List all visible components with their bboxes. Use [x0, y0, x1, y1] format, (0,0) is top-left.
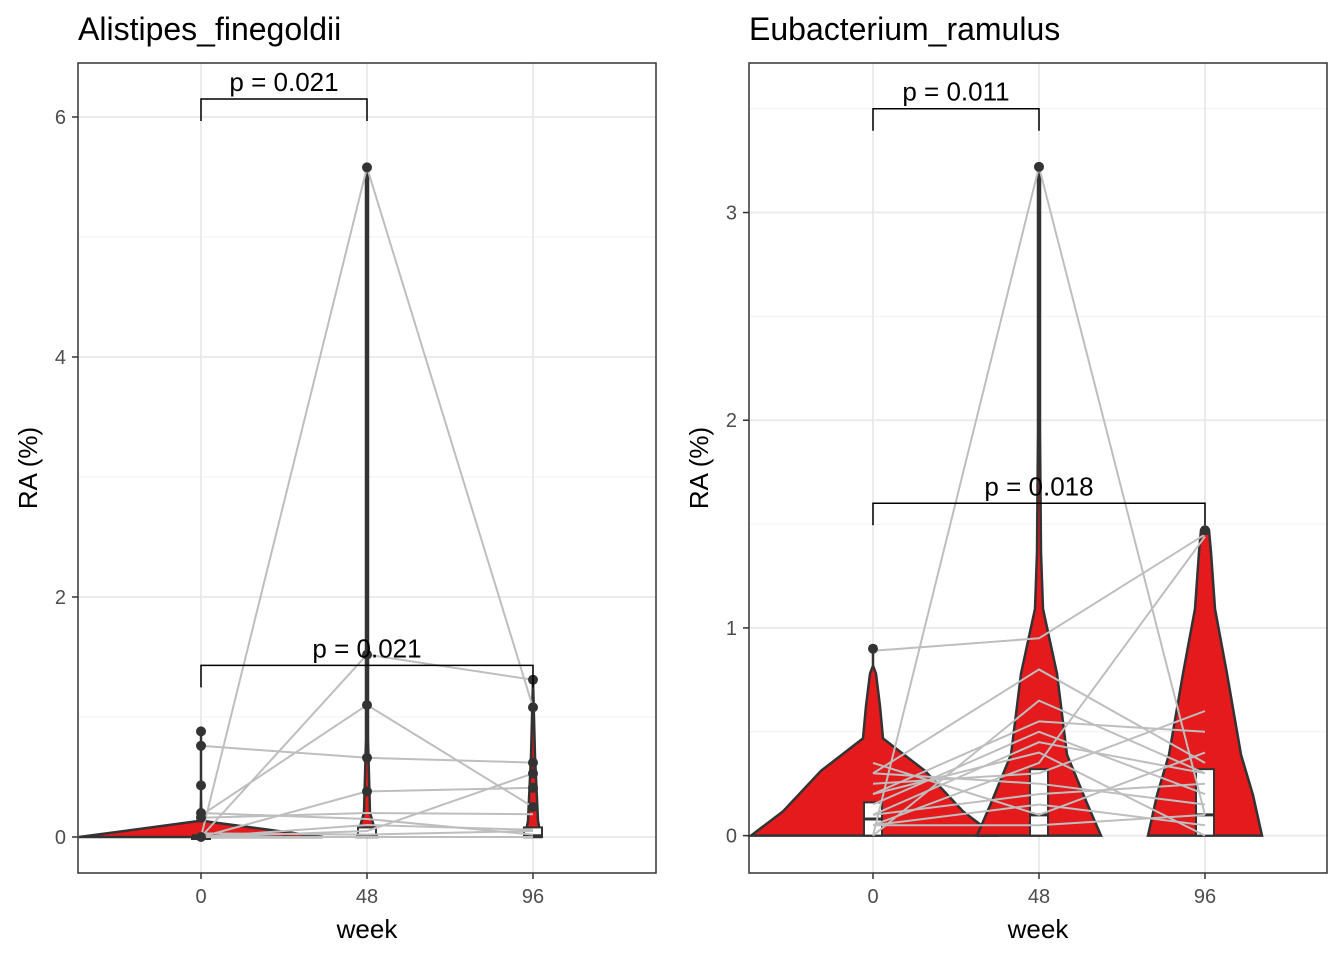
- paired-line: [200, 772, 534, 838]
- x-axis-label: week: [336, 914, 399, 944]
- paired-line: [872, 533, 1206, 652]
- data-point: [196, 812, 206, 823]
- bracket-label-0-96: p = 0.018: [984, 471, 1093, 501]
- bracket-0-96: [872, 502, 1206, 526]
- box: [1029, 768, 1049, 837]
- paired-line: [872, 720, 1206, 795]
- x-tick-label: 0: [867, 886, 878, 908]
- data-point: [528, 702, 538, 713]
- data-point: [362, 162, 372, 173]
- panel-eubacterium: Eubacterium_ramulus p = 0.011 p = 0.018 …: [684, 11, 1328, 944]
- data-point: [196, 780, 206, 791]
- y-axis-label: RA (%): [13, 427, 43, 509]
- paired-line: [872, 803, 1206, 827]
- data-point: [528, 768, 538, 779]
- x-tick-label: 48: [356, 886, 378, 908]
- y-tick-label: 2: [55, 587, 66, 609]
- box: [1195, 768, 1215, 837]
- significance-brackets: p = 0.021 p = 0.021: [200, 67, 534, 688]
- paired-line: [872, 699, 1206, 837]
- paired-line: [872, 535, 1206, 827]
- plot-border: [748, 62, 1328, 874]
- data-point: [528, 757, 538, 768]
- x-axis: 0 48 96: [195, 886, 544, 908]
- x-tick-label: 0: [195, 886, 206, 908]
- data-point: [868, 643, 878, 654]
- paired-line: [872, 751, 1206, 837]
- bracket-0-48: [200, 98, 368, 121]
- data-point: [528, 782, 538, 793]
- bracket-0-96: [200, 664, 534, 688]
- axis-ticks: [72, 116, 534, 879]
- boxplots: [863, 768, 1215, 837]
- x-axis-label: week: [1007, 914, 1070, 944]
- data-point: [196, 726, 206, 737]
- data-point: [196, 740, 206, 751]
- data-point: [1200, 525, 1210, 536]
- paired-line: [200, 830, 534, 836]
- y-axis-label: RA (%): [684, 427, 714, 509]
- data-point: [362, 649, 372, 660]
- y-tick-label: 0: [55, 827, 66, 849]
- y-tick-label: 4: [55, 347, 66, 369]
- paired-line: [872, 782, 1206, 816]
- data-point: [362, 752, 372, 763]
- data-point: [1034, 161, 1044, 172]
- axis-ticks: [743, 211, 1206, 879]
- y-tick-label: 1: [726, 618, 737, 640]
- paired-line: [872, 772, 1206, 806]
- y-tick-label: 0: [726, 826, 737, 848]
- panel-alistipes: Alistipes_finegoldii p = 0.021 p = 0.021…: [13, 11, 657, 944]
- data-point: [196, 832, 206, 842]
- data-point: [362, 700, 372, 710]
- bracket-0-48: [872, 107, 1040, 131]
- panel-title: Alistipes_finegoldii: [78, 11, 341, 47]
- y-tick-label: 6: [55, 107, 66, 129]
- y-tick-label: 2: [726, 410, 737, 432]
- data-points: [868, 161, 1210, 654]
- x-axis: 0 48 96: [867, 886, 1216, 908]
- x-tick-label: 48: [1028, 886, 1050, 908]
- bracket-label-0-48: p = 0.021: [229, 67, 338, 97]
- paired-line: [200, 812, 534, 836]
- bracket-label-0-48: p = 0.011: [902, 77, 1009, 107]
- data-points: [196, 162, 538, 842]
- data-point: [362, 786, 372, 797]
- panel-title: Eubacterium_ramulus: [749, 11, 1060, 47]
- y-axis: 0 2 4 6: [55, 107, 66, 849]
- y-axis: 0 1 2 3: [726, 203, 737, 848]
- paired-line: [200, 811, 534, 819]
- significance-brackets: p = 0.011 p = 0.018: [872, 77, 1206, 526]
- data-point: [528, 802, 538, 812]
- y-tick-label: 3: [726, 203, 737, 225]
- x-tick-label: 96: [522, 886, 544, 908]
- x-tick-label: 96: [1194, 886, 1216, 908]
- bracket-label-0-96: p = 0.021: [312, 633, 421, 663]
